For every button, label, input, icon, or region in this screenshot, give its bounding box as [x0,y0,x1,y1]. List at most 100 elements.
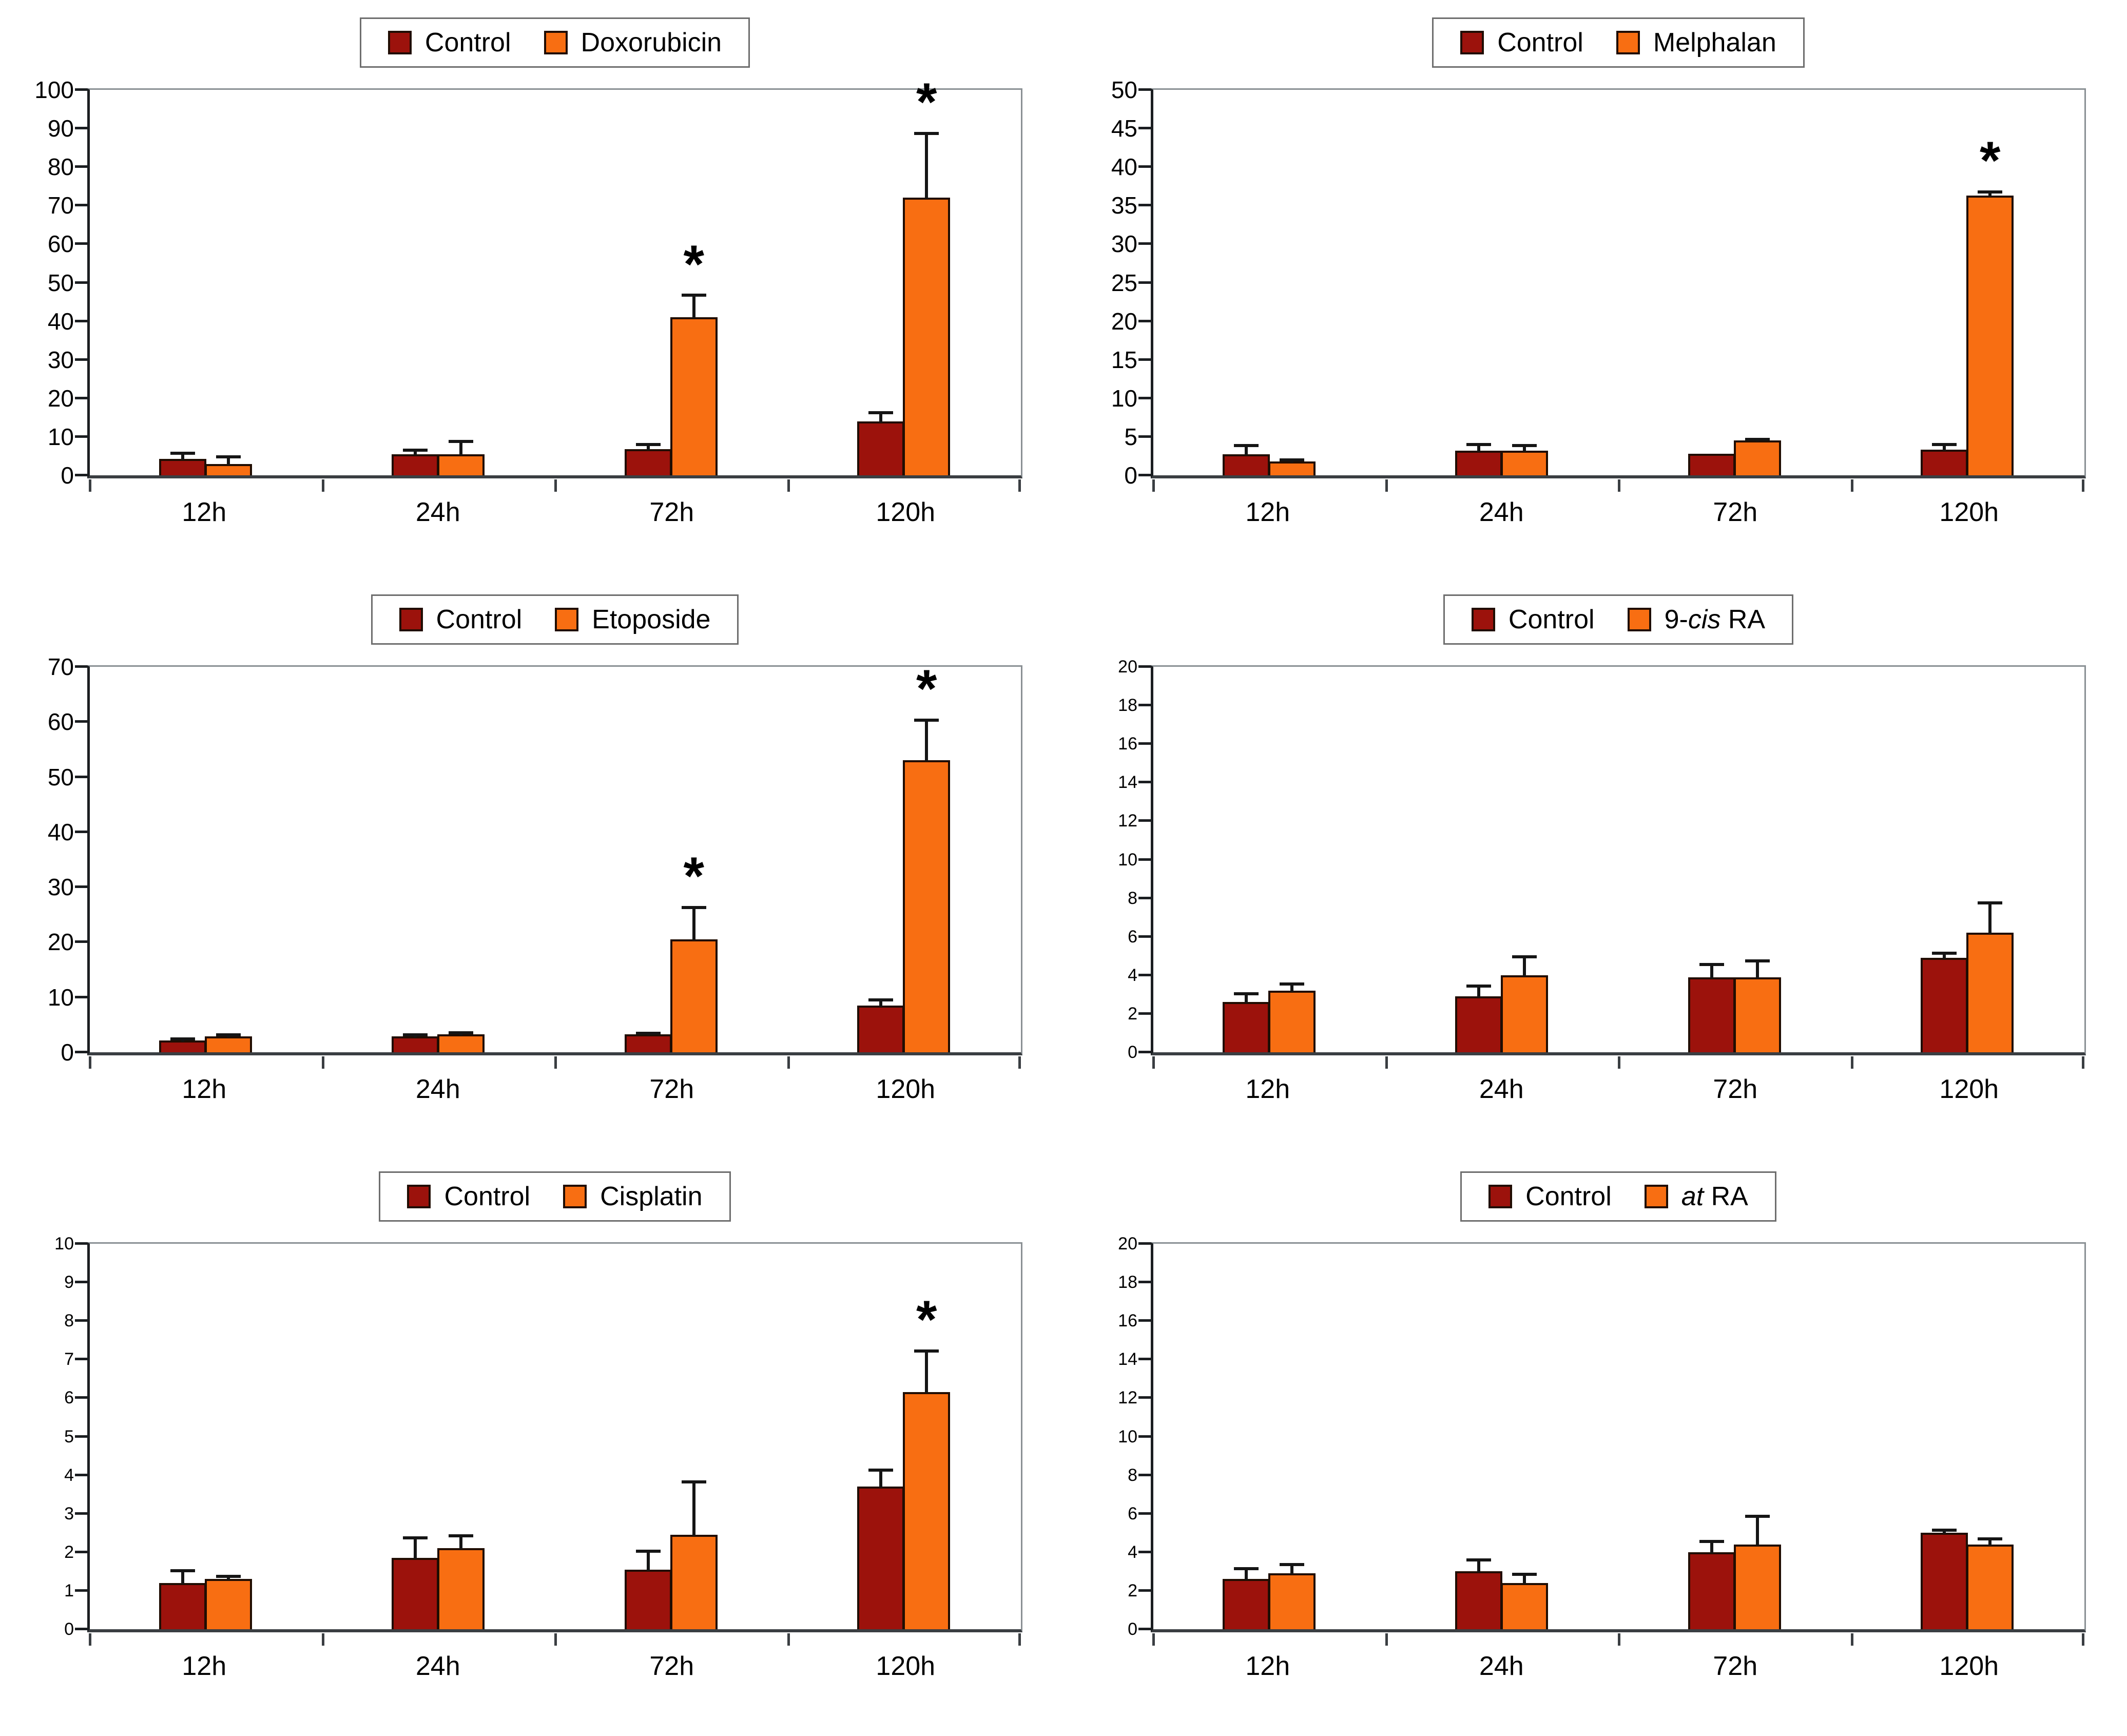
y-tick-label: 8 [1128,888,1137,908]
x-tick [554,1056,557,1069]
bar-treatment-120h [903,760,951,1052]
bar-control-120h [857,421,905,475]
chart-body: 0 1 2 3 4 5 6 7 8 9 10 * [0,1235,1064,1646]
error-bar-cap [449,1031,474,1035]
error-bar-cap [403,1033,428,1036]
error-bar-stem [879,998,883,1007]
legend-label-part: Etoposide [592,605,711,634]
bar-control-12h [159,459,206,475]
x-axis-labels: 12h 24h 72h 120h [1151,1651,2086,1682]
legend-label-part: Doxorubicin [581,28,722,57]
chart-doxorubicin: Control Doxorubicin 0 10 20 30 40 50 60 70 80 90 100… [0,5,1064,582]
error-bar-stem [692,906,695,941]
error-bar-stem [1477,985,1481,998]
y-tick [75,1512,87,1515]
legend-entry-control: Control [1460,27,1583,58]
error-bar-stem [1244,1567,1248,1580]
legend-entry-etoposide: Etoposide [555,604,710,635]
y-tick [75,995,87,998]
error-bar-cap [1745,437,1770,441]
y-tick [1138,858,1151,861]
x-category-label: 24h [415,1074,460,1104]
y-tick-label: 4 [1128,1542,1137,1562]
y-axis: 0 2 4 6 8 10 12 14 16 18 20 [1064,658,1151,1061]
bar-control-24h [392,1558,439,1629]
legend-label: at RA [1681,1181,1748,1212]
bar-control-72h [1688,977,1735,1052]
error-bar-cap [1745,959,1770,962]
bar-treatment-72h [670,1535,718,1629]
error-bar-cap [1512,1573,1537,1576]
error-bar-cap [1932,951,1957,955]
y-tick [1138,88,1151,91]
y-axis: 0 1 2 3 4 5 6 7 8 9 10 [0,1235,87,1638]
y-tick-label: 35 [1111,192,1137,219]
error-bar-stem [1523,1573,1526,1584]
y-tick-label: 3 [64,1503,74,1523]
error-bar-stem [1943,952,1946,959]
x-tick [1850,479,1853,492]
y-tick-label: 60 [47,230,74,258]
bar-treatment-12h [1268,1573,1316,1629]
error-bar-cap [914,131,939,135]
error-bar-cap [1745,1515,1770,1518]
y-tick [1138,358,1151,361]
x-tick [1850,1056,1853,1069]
y-axis: 0 5 10 15 20 25 30 35 40 45 50 [1064,78,1151,487]
y-tick-label: 30 [1111,230,1137,258]
y-tick [75,1396,87,1399]
y-tick-label: 18 [1118,696,1137,716]
y-tick-label: 6 [1128,927,1137,947]
x-category-label: 72h [649,1074,694,1104]
bar-treatment-24h [1501,450,1549,475]
y-tick-label: 1 [64,1580,74,1600]
y-tick-label: 50 [47,763,74,790]
error-bar-cap [868,998,894,1001]
error-bar-stem [1710,963,1713,978]
legend-swatch-control-icon [388,31,412,54]
y-tick-label: 5 [64,1426,74,1446]
error-bar-stem [879,412,883,422]
legend: Control Cisplatin [379,1171,731,1222]
y-tick [75,474,87,476]
y-tick [1138,127,1151,130]
error-bar-stem [1988,190,1992,197]
error-bar-cap [1233,1567,1259,1570]
legend-entry-melphalan: Melphalan [1616,27,1776,58]
error-bar-stem [1523,444,1526,452]
x-category-label: 24h [415,497,460,527]
legend-swatch-control-icon [1488,1185,1513,1208]
y-tick [1138,896,1151,899]
error-bar-cap [1279,982,1304,986]
y-tick [75,1358,87,1361]
bar-control-72h [624,449,672,475]
chart-at-ra: Control at RA 0 2 4 6 8 10 12 14 16 18 20 12h 24h 72h 12… [1064,1159,2127,1736]
legend-label-part: RA [1720,605,1766,634]
error-bar-stem [646,1550,650,1571]
y-tick-label: 20 [47,384,74,412]
error-bar-stem [692,294,695,319]
legend-label: Control [424,28,511,57]
legend-swatch-treatment-icon [1627,608,1651,631]
y-tick [75,1242,87,1245]
error-bar-cap [216,455,241,459]
error-bar-cap [1978,190,2003,194]
y-tick-label: 0 [61,1039,74,1066]
x-category-label: 24h [1479,1074,1524,1104]
chart-body: 0 10 20 30 40 50 60 70 * * [0,655,1064,1069]
legend: Control Doxorubicin [359,17,750,68]
x-category-label: 72h [1713,1074,1758,1104]
x-tick [1618,1056,1620,1069]
x-axis-labels: 12h 24h 72h 120h [87,1074,1022,1105]
x-tick [1618,1633,1620,1646]
y-tick [75,830,87,833]
legend-label: 9-cis RA [1665,604,1766,635]
legend-entry-control: Control [1471,604,1595,635]
y-tick [1138,474,1151,476]
legend-swatch-control-icon [1471,608,1495,631]
y-tick-label: 4 [1128,965,1137,985]
bar-control-120h [1921,450,1968,475]
x-category-label: 72h [649,1651,694,1681]
y-tick [75,1589,87,1592]
